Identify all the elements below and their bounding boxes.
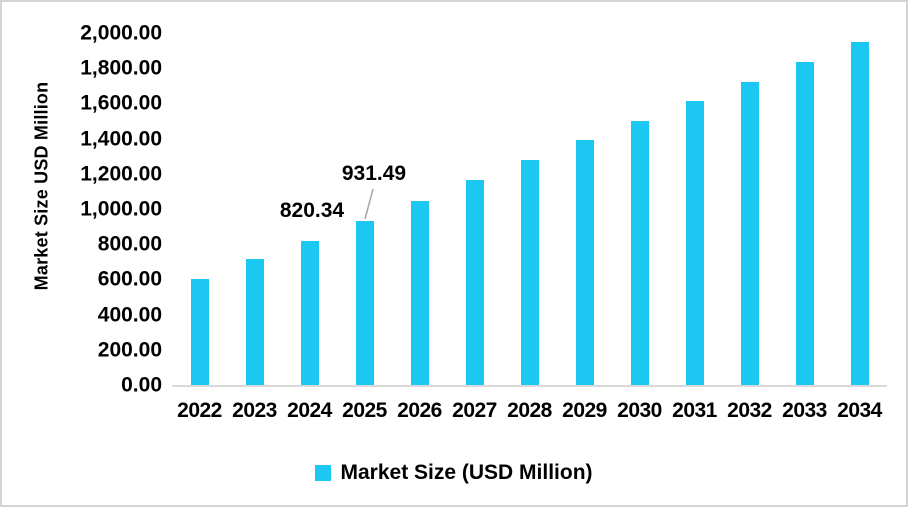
y-tick-label: 0.00: [121, 373, 162, 397]
x-tick-label: 2028: [507, 399, 552, 422]
y-axis-ticks: 0.00 200.00 400.00 600.00 800.00 1,000.00 1,20…: [2, 23, 162, 396]
bar-slot: [447, 33, 502, 385]
bar-slot: [557, 33, 612, 385]
x-axis-labels: 2022 2023 2024 2025 2026 2027 2028 2029 2030 2031…: [172, 399, 887, 423]
x-tick-label: 2034: [837, 399, 882, 422]
bar-slot: [337, 33, 392, 385]
y-tick-label: 1,400.00: [80, 127, 162, 151]
bar-2022: [190, 279, 209, 385]
bar-slot: [667, 33, 722, 385]
bar-2026: [410, 201, 429, 385]
x-tick-label: 2025: [342, 399, 387, 422]
x-tick-label: 2027: [452, 399, 497, 422]
x-tick-label: 2033: [782, 399, 827, 422]
bar-2032: [740, 81, 759, 385]
y-tick-label: 400.00: [97, 303, 162, 327]
x-tick-label: 2030: [617, 399, 662, 422]
x-tick-label: 2022: [177, 399, 222, 422]
x-tick-label: 2024: [287, 399, 332, 422]
bar-2023: [245, 259, 264, 385]
y-tick-label: 1,600.00: [80, 91, 162, 115]
legend: Market Size (USD Million): [2, 461, 906, 485]
bar-slot: [502, 33, 557, 385]
bar-2031: [685, 101, 704, 385]
x-tick-label: 2031: [672, 399, 717, 422]
x-tick-label: 2032: [727, 399, 772, 422]
plot-area: [172, 33, 887, 387]
bar-slot: [282, 33, 337, 385]
x-tick-label: 2023: [232, 399, 277, 422]
y-tick-label: 200.00: [97, 338, 162, 362]
y-tick-label: 1,000.00: [80, 197, 162, 221]
bar-2030: [630, 121, 649, 385]
y-tick-label: 1,200.00: [80, 162, 162, 186]
bar-slot: [777, 33, 832, 385]
bar-slot: [832, 33, 887, 385]
bar-2027: [465, 179, 484, 385]
bar-2029: [575, 140, 594, 385]
legend-swatch-icon: [315, 465, 332, 481]
bar-slot: [722, 33, 777, 385]
bar-2024: [300, 240, 319, 385]
bar-slot: [392, 33, 447, 385]
bar-2033: [795, 61, 814, 385]
bar-slot: [172, 33, 227, 385]
y-tick-label: 800.00: [97, 232, 162, 256]
x-tick-label: 2029: [562, 399, 607, 422]
y-tick-label: 1,800.00: [80, 56, 162, 80]
y-tick-label: 600.00: [97, 267, 162, 291]
legend-label: Market Size (USD Million): [340, 461, 593, 484]
data-label-2024: 820.34: [279, 199, 345, 222]
bar-slot: [612, 33, 667, 385]
x-tick-label: 2026: [397, 399, 442, 422]
bar-2034: [850, 41, 869, 385]
bar-slot: [227, 33, 282, 385]
data-label-2025: 931.49: [341, 162, 407, 185]
y-tick-label: 2,000.00: [80, 21, 162, 45]
bar-2028: [520, 160, 539, 385]
bar-2025: [355, 221, 374, 385]
